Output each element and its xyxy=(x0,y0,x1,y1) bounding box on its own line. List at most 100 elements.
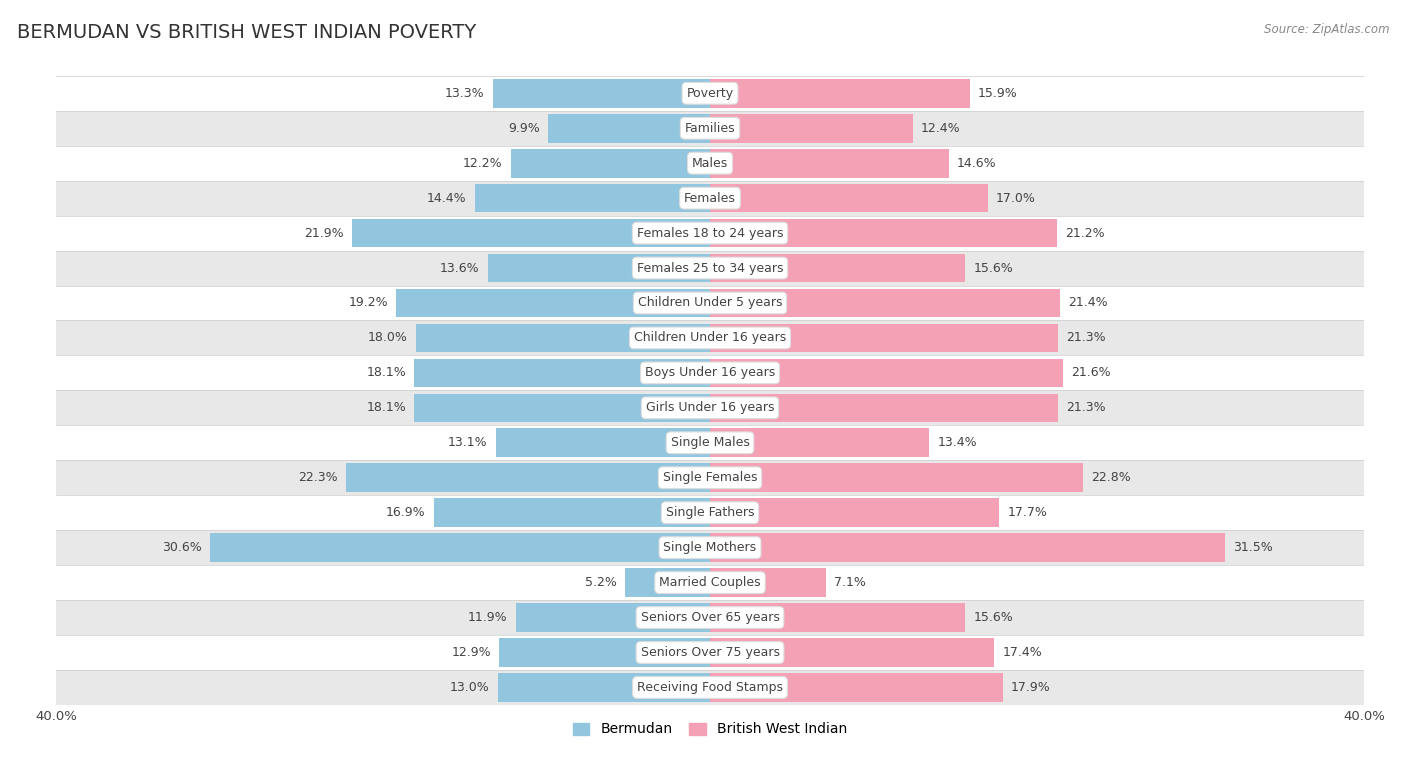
Text: 16.9%: 16.9% xyxy=(387,506,426,519)
Text: Married Couples: Married Couples xyxy=(659,576,761,589)
Text: Girls Under 16 years: Girls Under 16 years xyxy=(645,401,775,415)
Text: 17.4%: 17.4% xyxy=(1002,646,1042,659)
Text: 21.6%: 21.6% xyxy=(1071,366,1111,380)
Bar xyxy=(56,670,1364,705)
Text: 30.6%: 30.6% xyxy=(162,541,201,554)
Text: Children Under 16 years: Children Under 16 years xyxy=(634,331,786,344)
Bar xyxy=(710,534,1225,562)
Bar xyxy=(548,114,710,143)
Text: 12.4%: 12.4% xyxy=(921,122,960,135)
Text: 21.9%: 21.9% xyxy=(304,227,344,240)
Text: Single Males: Single Males xyxy=(671,437,749,449)
Text: 18.0%: 18.0% xyxy=(368,331,408,344)
Text: Children Under 5 years: Children Under 5 years xyxy=(638,296,782,309)
Bar xyxy=(710,393,1059,422)
Text: Single Females: Single Females xyxy=(662,471,758,484)
Bar xyxy=(56,146,1364,180)
Bar xyxy=(626,568,710,597)
Text: 17.7%: 17.7% xyxy=(1008,506,1047,519)
Text: 14.6%: 14.6% xyxy=(957,157,997,170)
Text: 14.4%: 14.4% xyxy=(427,192,467,205)
Text: Females: Females xyxy=(685,192,735,205)
Text: 15.9%: 15.9% xyxy=(979,86,1018,100)
Bar xyxy=(499,638,710,667)
Text: 31.5%: 31.5% xyxy=(1233,541,1272,554)
Bar xyxy=(488,254,710,283)
Text: 21.3%: 21.3% xyxy=(1066,331,1107,344)
Text: 13.4%: 13.4% xyxy=(938,437,977,449)
Text: 9.9%: 9.9% xyxy=(509,122,540,135)
Bar xyxy=(56,356,1364,390)
Bar xyxy=(710,183,988,212)
Bar xyxy=(56,390,1364,425)
Bar xyxy=(56,600,1364,635)
Bar xyxy=(56,321,1364,356)
Text: 13.6%: 13.6% xyxy=(440,262,479,274)
Text: Single Fathers: Single Fathers xyxy=(666,506,754,519)
Text: 15.6%: 15.6% xyxy=(973,611,1012,624)
Text: Families: Families xyxy=(685,122,735,135)
Bar xyxy=(56,180,1364,215)
Bar xyxy=(710,568,827,597)
Bar xyxy=(710,638,994,667)
Text: 18.1%: 18.1% xyxy=(367,366,406,380)
Bar xyxy=(352,219,710,247)
Text: Receiving Food Stamps: Receiving Food Stamps xyxy=(637,681,783,694)
Bar xyxy=(56,111,1364,146)
Bar xyxy=(710,463,1083,492)
Text: Boys Under 16 years: Boys Under 16 years xyxy=(645,366,775,380)
Text: BERMUDAN VS BRITISH WEST INDIAN POVERTY: BERMUDAN VS BRITISH WEST INDIAN POVERTY xyxy=(17,23,477,42)
Bar xyxy=(475,183,710,212)
Text: 21.3%: 21.3% xyxy=(1066,401,1107,415)
Bar xyxy=(710,219,1056,247)
Text: 12.2%: 12.2% xyxy=(463,157,502,170)
Bar xyxy=(710,324,1059,352)
Bar xyxy=(710,79,970,108)
Bar xyxy=(56,251,1364,286)
Bar xyxy=(710,359,1063,387)
Bar xyxy=(56,565,1364,600)
Text: 15.6%: 15.6% xyxy=(973,262,1012,274)
Text: 11.9%: 11.9% xyxy=(468,611,508,624)
Text: 22.3%: 22.3% xyxy=(298,471,337,484)
Bar xyxy=(710,114,912,143)
Text: Males: Males xyxy=(692,157,728,170)
Bar xyxy=(434,498,710,527)
Bar xyxy=(346,463,710,492)
Text: Females 18 to 24 years: Females 18 to 24 years xyxy=(637,227,783,240)
Text: 19.2%: 19.2% xyxy=(349,296,388,309)
Text: Source: ZipAtlas.com: Source: ZipAtlas.com xyxy=(1264,23,1389,36)
Bar xyxy=(209,534,710,562)
Bar xyxy=(710,254,965,283)
Text: 7.1%: 7.1% xyxy=(834,576,866,589)
Bar xyxy=(396,289,710,318)
Bar xyxy=(496,428,710,457)
Text: Poverty: Poverty xyxy=(686,86,734,100)
Text: Females 25 to 34 years: Females 25 to 34 years xyxy=(637,262,783,274)
Text: 17.9%: 17.9% xyxy=(1011,681,1050,694)
Bar xyxy=(416,324,710,352)
Text: 17.0%: 17.0% xyxy=(995,192,1036,205)
Bar xyxy=(710,289,1060,318)
Bar xyxy=(56,530,1364,565)
Text: 13.0%: 13.0% xyxy=(450,681,489,694)
Bar xyxy=(56,425,1364,460)
Bar xyxy=(510,149,710,177)
Text: 13.1%: 13.1% xyxy=(449,437,488,449)
Legend: Bermudan, British West Indian: Bermudan, British West Indian xyxy=(567,717,853,742)
Bar xyxy=(56,215,1364,251)
Text: 21.2%: 21.2% xyxy=(1064,227,1104,240)
Text: 12.9%: 12.9% xyxy=(451,646,491,659)
Bar xyxy=(710,673,1002,702)
Text: 22.8%: 22.8% xyxy=(1091,471,1130,484)
Bar xyxy=(56,76,1364,111)
Text: 18.1%: 18.1% xyxy=(367,401,406,415)
Bar xyxy=(415,393,710,422)
Bar xyxy=(710,603,965,632)
Bar xyxy=(492,79,710,108)
Bar xyxy=(56,495,1364,530)
Text: 13.3%: 13.3% xyxy=(444,86,485,100)
Bar xyxy=(56,286,1364,321)
Text: Seniors Over 65 years: Seniors Over 65 years xyxy=(641,611,779,624)
Text: 21.4%: 21.4% xyxy=(1069,296,1108,309)
